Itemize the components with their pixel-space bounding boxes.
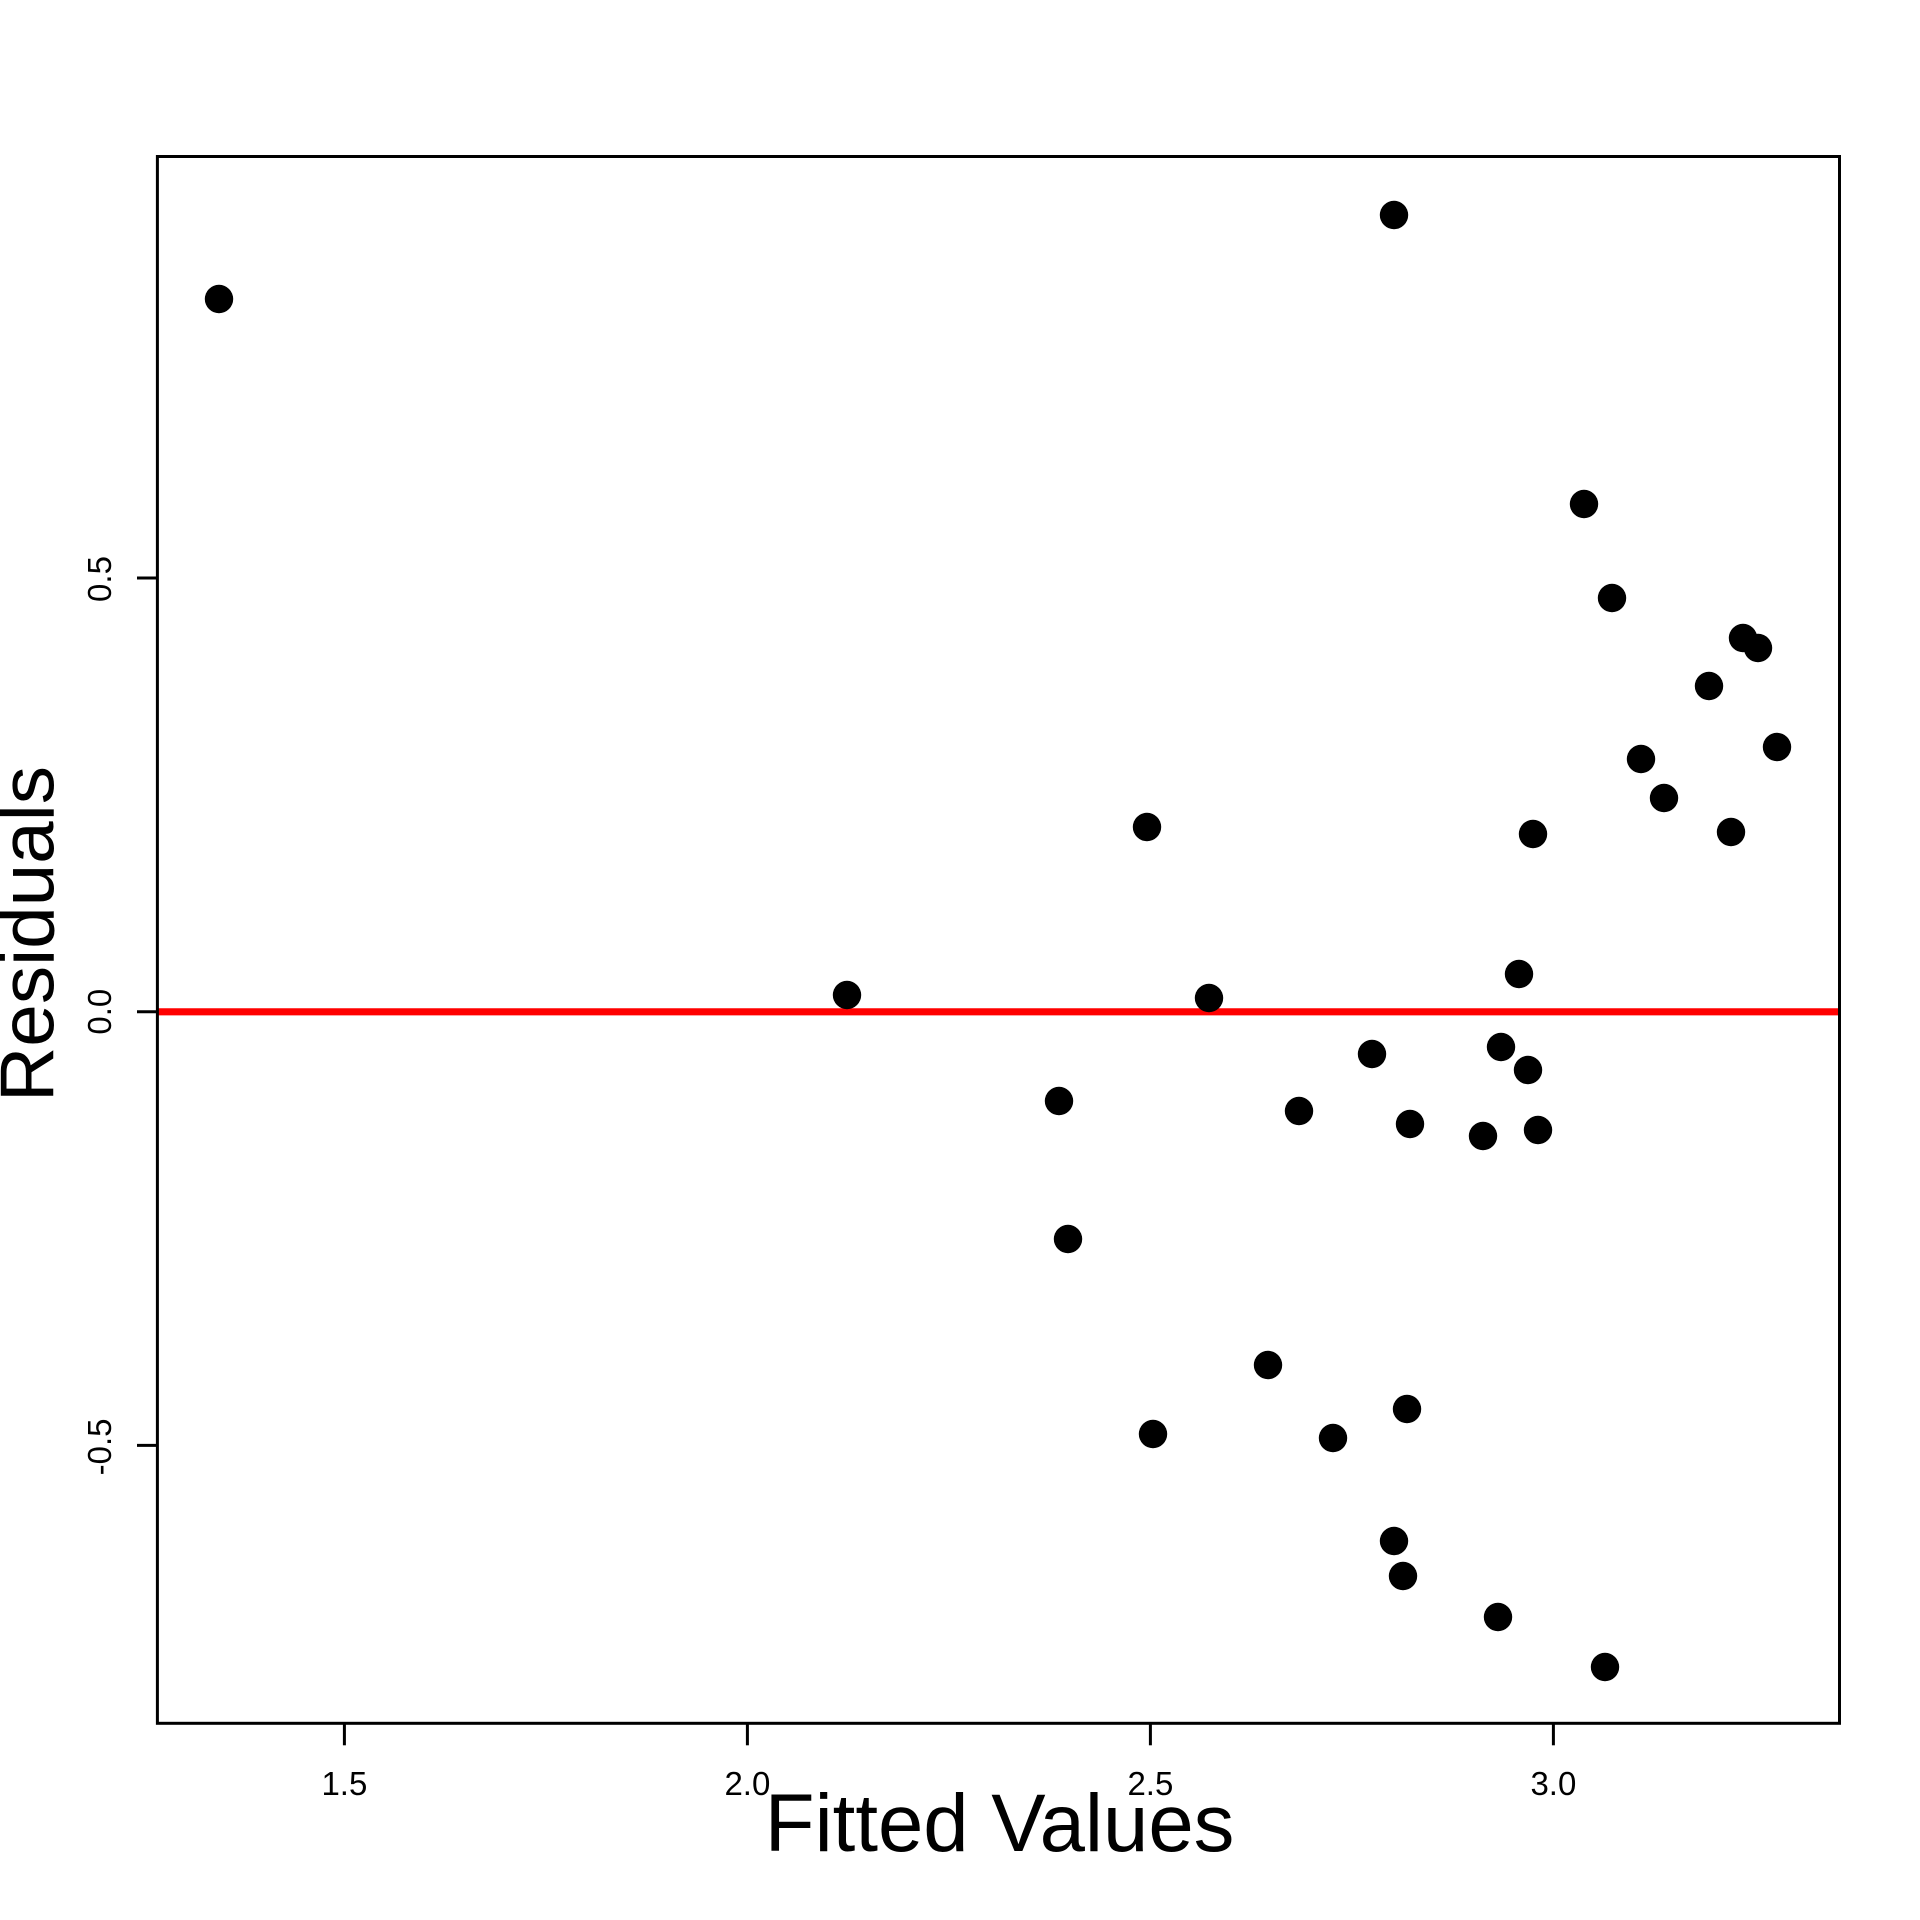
svg-text:3.0: 3.0	[1530, 1765, 1576, 1802]
svg-text:0.5: 0.5	[81, 556, 118, 602]
svg-text:-0.5: -0.5	[81, 1418, 118, 1475]
svg-text:0.0: 0.0	[81, 989, 118, 1035]
svg-text:Fitted Values: Fitted Values	[765, 1778, 1235, 1869]
svg-text:Residuals: Residuals	[0, 766, 71, 1102]
svg-text:2.5: 2.5	[1127, 1765, 1173, 1802]
svg-text:2.0: 2.0	[724, 1765, 770, 1802]
svg-text:1.5: 1.5	[321, 1765, 367, 1802]
